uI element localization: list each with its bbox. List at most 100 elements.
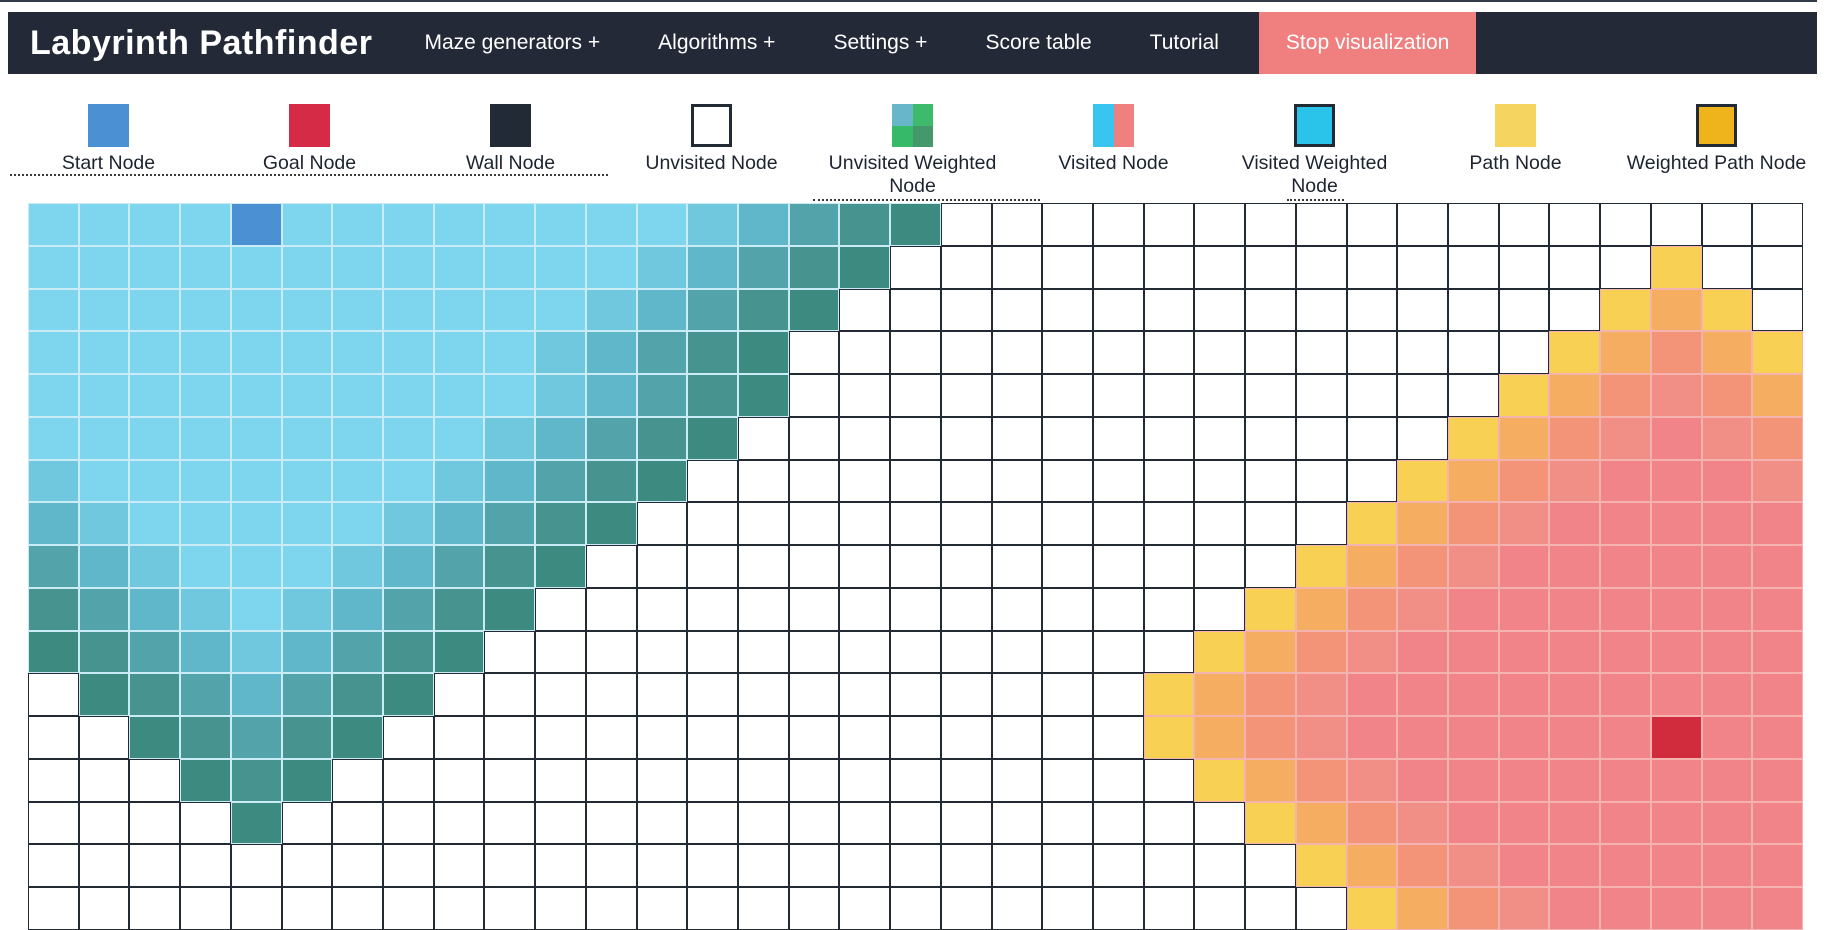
grid-cell[interactable] xyxy=(1600,459,1651,503)
grid-cell[interactable] xyxy=(1650,887,1702,930)
grid-cell[interactable] xyxy=(78,203,130,246)
grid-cell[interactable] xyxy=(1143,374,1195,417)
grid-cell[interactable] xyxy=(687,245,738,289)
grid-cell[interactable] xyxy=(78,716,130,759)
grid-cell[interactable] xyxy=(738,758,789,802)
grid-cell[interactable] xyxy=(1194,673,1246,717)
grid-cell[interactable] xyxy=(1650,459,1702,503)
grid-cell[interactable] xyxy=(484,203,536,246)
grid-cell[interactable] xyxy=(281,545,333,588)
grid-cell[interactable] xyxy=(1042,288,1093,332)
grid-cell[interactable] xyxy=(585,374,637,417)
grid-cell[interactable] xyxy=(230,288,282,332)
grid-cell[interactable] xyxy=(1498,587,1550,631)
grid-cell[interactable] xyxy=(1042,416,1093,460)
grid-cell[interactable] xyxy=(940,673,992,717)
grid-cell[interactable] xyxy=(78,801,130,845)
grid-cell[interactable] xyxy=(78,459,130,503)
grid-cell[interactable] xyxy=(1194,374,1246,417)
grid-cell[interactable] xyxy=(281,716,333,759)
grid-cell[interactable] xyxy=(636,587,688,631)
grid-cell[interactable] xyxy=(332,459,383,503)
grid-cell[interactable] xyxy=(433,801,485,845)
grid-cell[interactable] xyxy=(890,416,941,460)
grid-cell[interactable] xyxy=(1143,502,1195,546)
grid-cell[interactable] xyxy=(1549,245,1601,289)
grid-cell[interactable] xyxy=(1549,203,1601,246)
grid-cell[interactable] xyxy=(129,502,181,546)
legend-item-goal-node[interactable]: Goal Node xyxy=(209,88,410,198)
grid-cell[interactable] xyxy=(1194,630,1246,674)
grid-cell[interactable] xyxy=(1245,758,1296,802)
grid-cell[interactable] xyxy=(738,203,789,246)
grid-cell[interactable] xyxy=(1042,801,1093,845)
grid-cell[interactable] xyxy=(890,801,941,845)
grid-cell[interactable] xyxy=(383,630,434,674)
grid-cell[interactable] xyxy=(1650,288,1702,332)
grid-cell[interactable] xyxy=(585,416,637,460)
grid-cell[interactable] xyxy=(1549,801,1601,845)
grid-cell[interactable] xyxy=(1701,502,1753,546)
grid-cell[interactable] xyxy=(788,203,840,246)
grid-cell[interactable] xyxy=(1752,673,1803,717)
grid-cell[interactable] xyxy=(1295,758,1347,802)
grid-cell[interactable] xyxy=(1549,630,1601,674)
grid-cell[interactable] xyxy=(687,288,738,332)
grid-cell[interactable] xyxy=(1042,545,1093,588)
legend-item-start-node[interactable]: Start Node xyxy=(8,88,209,198)
grid-cell[interactable] xyxy=(1346,416,1398,460)
grid-cell[interactable] xyxy=(1245,374,1296,417)
grid-cell[interactable] xyxy=(1752,374,1803,417)
grid-cell[interactable] xyxy=(839,673,891,717)
grid-cell[interactable] xyxy=(1397,459,1448,503)
grid-cell[interactable] xyxy=(687,844,738,888)
grid-cell[interactable] xyxy=(535,758,586,802)
grid-cell[interactable] xyxy=(332,288,383,332)
grid-cell[interactable] xyxy=(1245,801,1296,845)
grid-cell[interactable] xyxy=(738,416,789,460)
grid-cell[interactable] xyxy=(383,245,434,289)
grid-cell[interactable] xyxy=(1194,331,1246,375)
grid-cell[interactable] xyxy=(1245,587,1296,631)
grid-cell[interactable] xyxy=(28,331,79,375)
grid-cell[interactable] xyxy=(78,288,130,332)
grid-cell[interactable] xyxy=(890,245,941,289)
grid-cell[interactable] xyxy=(1295,288,1347,332)
grid-cell[interactable] xyxy=(839,630,891,674)
grid-cell[interactable] xyxy=(991,844,1043,888)
grid-cell[interactable] xyxy=(28,374,79,417)
grid-cell[interactable] xyxy=(1650,374,1702,417)
grid-cell[interactable] xyxy=(636,673,688,717)
grid-cell[interactable] xyxy=(788,374,840,417)
grid-cell[interactable] xyxy=(890,758,941,802)
grid-cell[interactable] xyxy=(1448,630,1499,674)
grid-cell[interactable] xyxy=(535,502,586,546)
grid-cell[interactable] xyxy=(940,801,992,845)
grid-cell[interactable] xyxy=(28,416,79,460)
grid-cell[interactable] xyxy=(535,801,586,845)
grid-cell[interactable] xyxy=(484,459,536,503)
grid-cell[interactable] xyxy=(1448,673,1499,717)
grid-cell[interactable] xyxy=(180,288,231,332)
grid-cell[interactable] xyxy=(1093,801,1144,845)
grid-cell[interactable] xyxy=(940,887,992,930)
grid-cell[interactable] xyxy=(1600,630,1651,674)
grid-cell[interactable] xyxy=(28,459,79,503)
grid-cell[interactable] xyxy=(636,331,688,375)
grid-cell[interactable] xyxy=(129,288,181,332)
grid-cell[interactable] xyxy=(1346,887,1398,930)
grid-cell[interactable] xyxy=(1397,844,1448,888)
grid-cell[interactable] xyxy=(1397,673,1448,717)
grid-cell[interactable] xyxy=(281,673,333,717)
grid-cell[interactable] xyxy=(180,245,231,289)
grid-cell[interactable] xyxy=(1295,203,1347,246)
grid-cell[interactable] xyxy=(1346,203,1398,246)
grid-cell[interactable] xyxy=(433,545,485,588)
grid-cell[interactable] xyxy=(1600,545,1651,588)
grid-cell[interactable] xyxy=(890,502,941,546)
grid-cell[interactable] xyxy=(1701,673,1753,717)
grid-cell[interactable] xyxy=(1194,758,1246,802)
grid-cell[interactable] xyxy=(1650,331,1702,375)
grid-cell[interactable] xyxy=(484,673,536,717)
grid-cell[interactable] xyxy=(332,587,383,631)
